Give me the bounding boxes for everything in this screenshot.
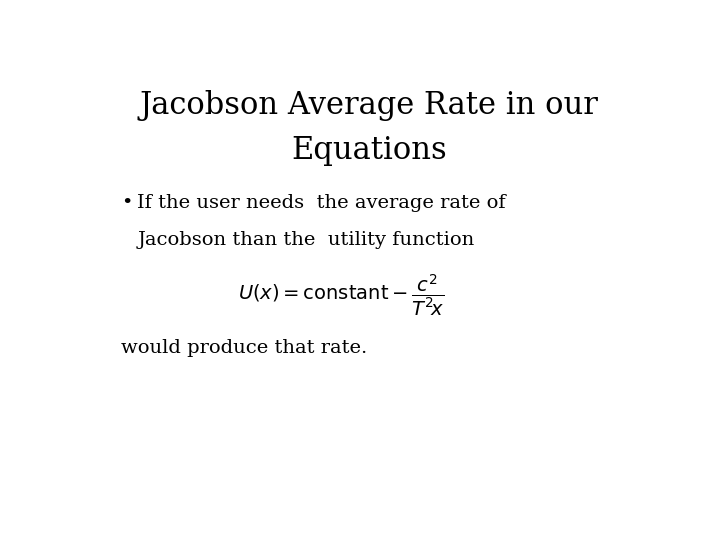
Text: Equations: Equations bbox=[291, 136, 447, 166]
Text: Jacobson than the  utility function: Jacobson than the utility function bbox=[138, 231, 474, 249]
Text: If the user needs  the average rate of: If the user needs the average rate of bbox=[138, 194, 506, 212]
Text: •: • bbox=[121, 194, 132, 212]
Text: Jacobson Average Rate in our: Jacobson Average Rate in our bbox=[140, 90, 598, 121]
Text: $U(x) = \mathrm{constant} - \dfrac{c^2}{T^2\!x}$: $U(x) = \mathrm{constant} - \dfrac{c^2}{… bbox=[238, 273, 444, 318]
Text: would produce that rate.: would produce that rate. bbox=[121, 339, 367, 357]
